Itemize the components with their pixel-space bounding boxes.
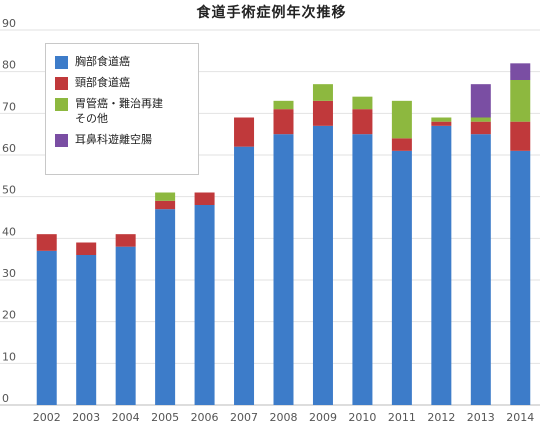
bar-segment-2007-series-2 bbox=[234, 117, 255, 147]
legend-swatch bbox=[55, 134, 68, 147]
bar-segment-2005-series-3 bbox=[155, 192, 176, 201]
legend-label: 頸部食道癌 bbox=[75, 76, 130, 89]
bar-segment-2013-series-4 bbox=[470, 84, 491, 118]
bar-segment-2011-series-3 bbox=[391, 100, 412, 139]
y-tick-label: 40 bbox=[2, 225, 16, 238]
bar-segment-2008-series-2 bbox=[273, 109, 294, 135]
bar-segment-2012-series-3 bbox=[431, 117, 452, 122]
bar-segment-2010-series-1 bbox=[352, 134, 373, 405]
x-tick-label: 2005 bbox=[151, 411, 179, 424]
y-tick-label: 20 bbox=[2, 309, 16, 322]
x-tick-label: 2014 bbox=[506, 411, 534, 424]
x-tick-label: 2008 bbox=[270, 411, 298, 424]
bar-segment-2014-series-4 bbox=[510, 63, 531, 80]
legend-label: 耳鼻科遊離空腸 bbox=[75, 133, 152, 146]
bar-segment-2008-series-1 bbox=[273, 134, 294, 405]
bar-segment-2004-series-1 bbox=[115, 246, 136, 405]
bar-segment-2005-series-1 bbox=[155, 209, 176, 405]
bar-segment-2010-series-3 bbox=[352, 96, 373, 110]
legend-swatch bbox=[55, 98, 68, 111]
bar-segment-2003-series-2 bbox=[76, 242, 97, 255]
y-tick-label: 80 bbox=[2, 59, 16, 72]
x-tick-label: 2010 bbox=[348, 411, 376, 424]
y-tick-label: 0 bbox=[2, 392, 9, 405]
y-tick-label: 50 bbox=[2, 184, 16, 197]
bar-segment-2012-series-1 bbox=[431, 125, 452, 405]
bar-segment-2014-series-1 bbox=[510, 150, 531, 405]
legend-item: 耳鼻科遊離空腸 bbox=[55, 132, 192, 147]
bar-segment-2007-series-1 bbox=[234, 146, 255, 405]
bar-segment-2009-series-2 bbox=[312, 100, 333, 126]
x-tick-label: 2009 bbox=[309, 411, 337, 424]
y-tick-label: 30 bbox=[2, 267, 16, 280]
y-tick-label: 70 bbox=[2, 100, 16, 113]
bar-segment-2011-series-2 bbox=[391, 138, 412, 151]
x-tick-label: 2011 bbox=[388, 411, 416, 424]
legend-item: 胃管癌・難治再建 その他 bbox=[55, 96, 192, 126]
bar-segment-2011-series-1 bbox=[391, 150, 412, 405]
legend-item: 頸部食道癌 bbox=[55, 75, 192, 90]
bar-segment-2006-series-1 bbox=[194, 205, 215, 405]
legend-swatch bbox=[55, 77, 68, 90]
bar-segment-2012-series-2 bbox=[431, 121, 452, 126]
y-tick-label: 90 bbox=[2, 17, 16, 30]
bar-segment-2006-series-2 bbox=[194, 192, 215, 205]
x-tick-label: 2002 bbox=[33, 411, 61, 424]
bar-segment-2004-series-2 bbox=[115, 234, 136, 247]
bar-segment-2014-series-2 bbox=[510, 121, 531, 151]
bar-segment-2002-series-2 bbox=[36, 234, 57, 251]
bar-segment-2009-series-1 bbox=[312, 125, 333, 405]
legend: 胸部食道癌頸部食道癌胃管癌・難治再建 その他耳鼻科遊離空腸 bbox=[45, 43, 199, 175]
x-tick-label: 2006 bbox=[191, 411, 219, 424]
legend-label: 胃管癌・難治再建 その他 bbox=[75, 97, 163, 125]
legend-item: 胸部食道癌 bbox=[55, 54, 192, 69]
y-tick-label: 10 bbox=[2, 350, 16, 363]
x-tick-label: 2013 bbox=[467, 411, 495, 424]
bar-segment-2014-series-3 bbox=[510, 80, 531, 122]
bar-segment-2013-series-2 bbox=[470, 121, 491, 135]
y-tick-label: 60 bbox=[2, 142, 16, 155]
bar-segment-2013-series-3 bbox=[470, 117, 491, 122]
bar-segment-2002-series-1 bbox=[36, 250, 57, 405]
bar-segment-2003-series-1 bbox=[76, 255, 97, 405]
x-tick-label: 2012 bbox=[427, 411, 455, 424]
bar-segment-2005-series-2 bbox=[155, 200, 176, 210]
legend-swatch bbox=[55, 56, 68, 69]
bar-segment-2010-series-2 bbox=[352, 109, 373, 135]
x-tick-label: 2003 bbox=[72, 411, 100, 424]
x-tick-label: 2004 bbox=[112, 411, 140, 424]
bar-segment-2013-series-1 bbox=[470, 134, 491, 405]
x-tick-label: 2007 bbox=[230, 411, 258, 424]
bar-segment-2009-series-3 bbox=[312, 84, 333, 101]
bar-segment-2008-series-3 bbox=[273, 100, 294, 110]
chart-title: 食道手術症例年次推移 bbox=[196, 5, 347, 21]
legend-label: 胸部食道癌 bbox=[75, 55, 130, 68]
